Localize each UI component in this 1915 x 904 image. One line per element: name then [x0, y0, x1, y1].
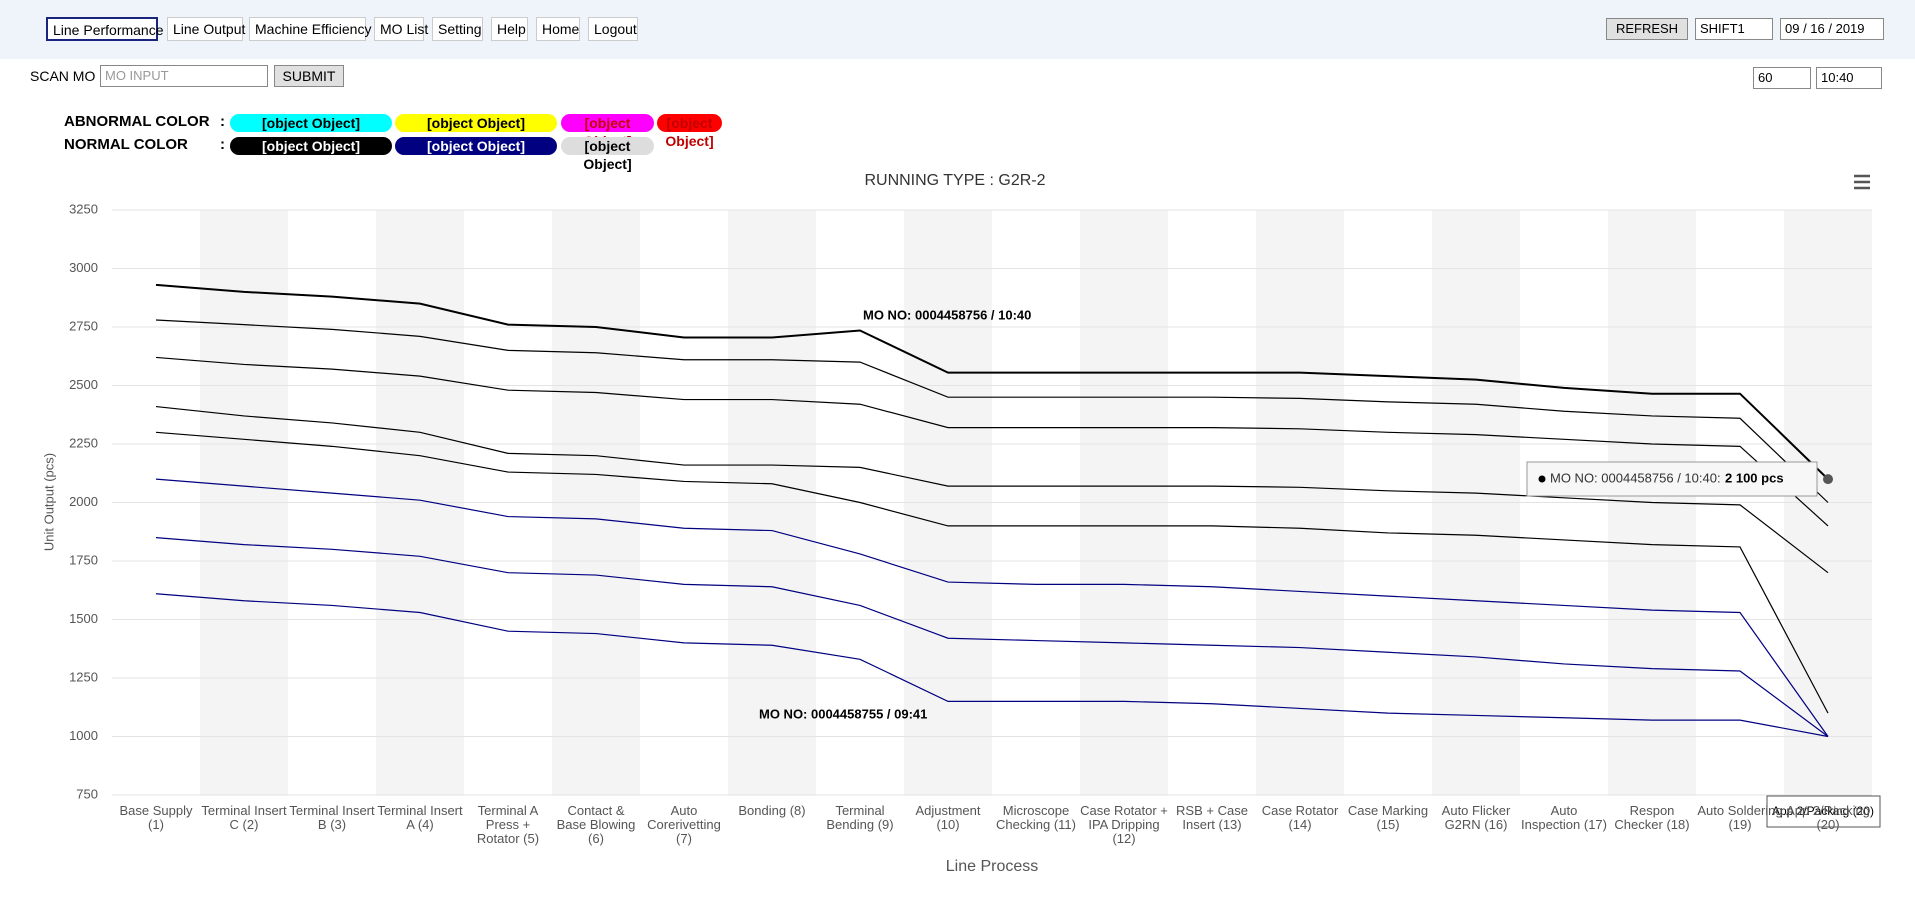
legend-chip: [object Object] — [230, 137, 392, 155]
series-line — [155, 356, 1829, 527]
submit-button[interactable]: SUBMIT — [274, 65, 344, 87]
category-tooltip — [1766, 795, 1881, 828]
x-tick-label: Microscope Checking (11) — [996, 803, 1076, 832]
legend-chip: [object Object] — [395, 137, 557, 155]
legend-chip: [object Object] — [561, 137, 654, 172]
series-line — [155, 431, 1829, 714]
y-tick-label: 1000 — [69, 728, 98, 743]
series-line — [155, 478, 1829, 737]
highlight-point — [1823, 474, 1833, 485]
date-input[interactable]: 09 / 16 / 2019 — [1780, 18, 1884, 40]
x-tick-label: Auto Flicker G2RN (16) — [1441, 803, 1511, 832]
scan-label: SCAN MO : — [30, 68, 104, 84]
x-tick-label: Bonding (8) — [738, 803, 806, 818]
x-tick-label: RSB + Case Insert (13) — [1176, 803, 1248, 832]
chart-title: RUNNING TYPE : G2R-2 — [864, 172, 1045, 189]
nav-tab[interactable]: MO List — [374, 17, 428, 41]
x-tick-label: Terminal Insert B (3) — [289, 803, 375, 832]
tooltip-text: MO NO: 0004458756 / 10:40: — [1550, 470, 1721, 485]
x-tick-label: Respon Checker (18) — [1614, 803, 1690, 832]
y-tick-label: 2250 — [69, 435, 98, 450]
x-tick-label: Case Rotator (14) — [1261, 803, 1339, 832]
y-tick-label: 1750 — [69, 552, 98, 567]
x-tick-label: Contact & Base Blowing (6) — [556, 803, 636, 846]
x-tick-label: Base Supply (1) — [119, 803, 193, 832]
legend-chip: [object Object] — [230, 114, 392, 132]
nav-tab[interactable]: Line Performance — [46, 17, 164, 41]
x-axis-title: Line Process — [946, 858, 1039, 875]
y-tick-label: 3000 — [69, 260, 98, 275]
y-tick-label: 2500 — [69, 377, 98, 392]
x-tick-label: App 2/Packing (20) — [1786, 803, 1870, 832]
x-tick-label: Terminal Insert C (2) — [201, 803, 287, 832]
series-line — [155, 283, 1829, 480]
nav-tab[interactable]: Line Output — [167, 17, 245, 41]
annotation: MO NO: 0004458755 / 09:41 — [759, 706, 927, 721]
series-line — [155, 405, 1829, 574]
interval-select[interactable]: 60 — [1753, 67, 1811, 89]
tooltip-box — [1526, 461, 1818, 497]
nav-tab[interactable]: Help — [491, 17, 528, 41]
annotation: MO NO: 0004458756 / 10:40 — [863, 307, 1031, 322]
legend-chip: [object Object] — [657, 114, 722, 149]
tooltip-value: 2 100 pcs — [1725, 470, 1784, 485]
y-tick-label: 2750 — [69, 318, 98, 333]
nav-tab[interactable]: Machine Efficiency — [249, 17, 371, 41]
legend-chip: [object Object] — [395, 114, 557, 132]
x-tick-label: Terminal Insert A (4) — [377, 803, 463, 832]
x-tick-label: Terminal A Press + Rotator (5) — [476, 803, 540, 846]
y-axis-title: Unit Output (pcs) — [41, 453, 56, 551]
x-tick-label: Auto Corerivetting (7) — [647, 803, 721, 846]
legend-label: ABNORMAL COLOR — [64, 113, 210, 130]
mo-input[interactable]: MO INPUT — [100, 65, 268, 87]
y-tick-label: 1250 — [69, 669, 98, 684]
y-tick-label: 2000 — [69, 494, 98, 509]
shift-select[interactable]: SHIFT1 — [1695, 18, 1773, 40]
legend-label: NORMAL COLOR — [64, 136, 188, 153]
x-tick-label: Case Rotator + IPA Dripping (12) — [1080, 803, 1168, 846]
y-tick-label: 1500 — [69, 611, 98, 626]
legend-separator: : — [220, 136, 225, 153]
series-line — [155, 319, 1829, 503]
category-tooltip-text: App 2/Packing (20) — [1772, 804, 1874, 818]
x-tick-label: Terminal Bending (9) — [826, 803, 894, 832]
x-tick-label: Auto Inspection (17) — [1521, 803, 1607, 832]
y-tick-label: 3250 — [69, 201, 98, 216]
x-tick-label: Auto Soldering (19) — [1697, 803, 1783, 832]
refresh-button[interactable]: REFRESH — [1606, 18, 1688, 40]
tooltip-dot — [1538, 475, 1546, 483]
time-select[interactable]: 10:40 — [1816, 67, 1882, 89]
x-tick-label: Adjustment (10) — [915, 803, 981, 832]
series-line — [155, 593, 1829, 738]
x-tick-label: Case Marking (15) — [1347, 803, 1429, 832]
series-line — [155, 537, 1829, 737]
menu-icon — [1854, 174, 1870, 190]
legend-separator: : — [220, 113, 225, 130]
nav-tab[interactable]: Setting — [432, 17, 483, 41]
legend-chip: [object Object] — [561, 114, 654, 149]
nav-tab[interactable]: Home — [536, 17, 580, 41]
y-tick-label: 750 — [76, 786, 98, 801]
nav-tab[interactable]: Logout — [588, 17, 638, 41]
